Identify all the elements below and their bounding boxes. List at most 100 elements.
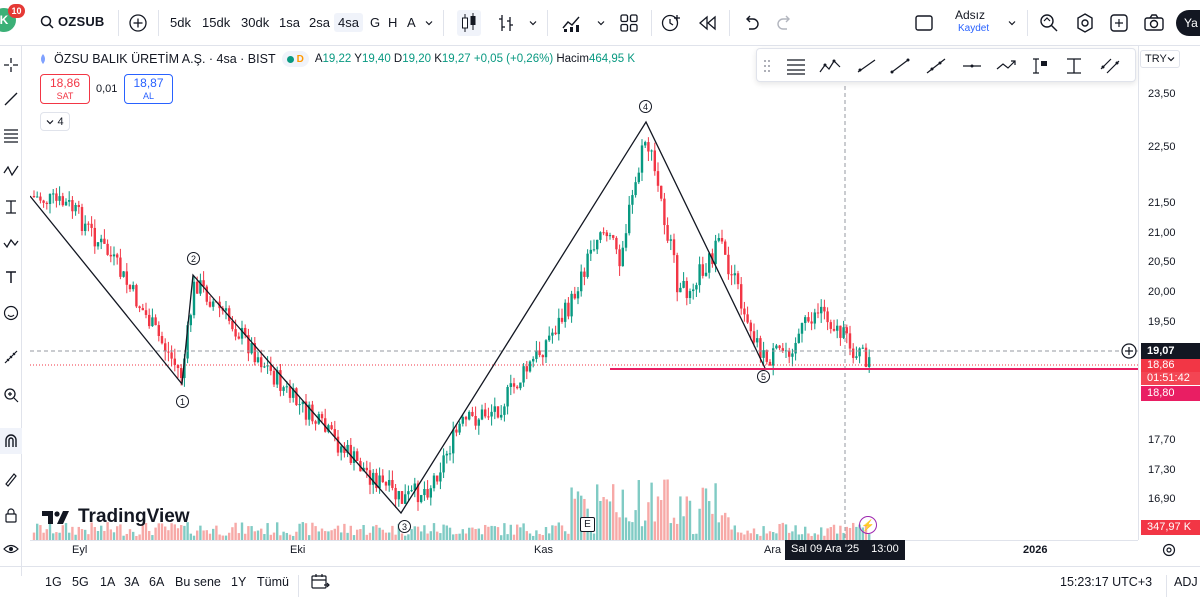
chevron-down-icon[interactable] bbox=[529, 19, 537, 27]
price-chart[interactable] bbox=[30, 46, 1138, 540]
hide-tool[interactable] bbox=[0, 536, 22, 562]
compare-add-icon[interactable] bbox=[128, 13, 148, 33]
search-icon[interactable] bbox=[40, 15, 54, 29]
clock-timezone[interactable]: 15:23:17 UTC+3 bbox=[1060, 575, 1153, 589]
publish-button[interactable]: Ya bbox=[1176, 10, 1200, 36]
volume-bar bbox=[708, 501, 711, 540]
timeframe-a[interactable]: A bbox=[407, 15, 416, 30]
range-3a[interactable]: 3A bbox=[124, 575, 140, 589]
icon-tool[interactable] bbox=[0, 300, 22, 326]
fullscreen-icon[interactable] bbox=[1108, 12, 1130, 34]
candle-body bbox=[420, 495, 423, 503]
wave-label-1[interactable]: 1 bbox=[176, 395, 189, 408]
range-1a[interactable]: 1A bbox=[100, 575, 116, 589]
wave-label-3[interactable]: 3 bbox=[398, 520, 411, 533]
measure-tool[interactable] bbox=[0, 344, 22, 370]
candles-chart-type-icon[interactable] bbox=[457, 10, 481, 36]
chart-legend: ÖZSU BALIK ÜRETİM A.Ş. · 4sa · BIST D A1… bbox=[38, 51, 635, 67]
stay-drawing-tool[interactable] bbox=[0, 466, 22, 492]
candle-body bbox=[858, 348, 861, 357]
drag-handle[interactable] bbox=[761, 53, 773, 79]
fib-tool[interactable] bbox=[0, 122, 22, 148]
gear-icon[interactable] bbox=[1074, 12, 1096, 34]
symbol-search[interactable]: OZSUB bbox=[58, 14, 105, 29]
path-tool-button[interactable] bbox=[993, 53, 1019, 79]
wave-label-2[interactable]: 2 bbox=[187, 252, 200, 265]
price-scale[interactable] bbox=[1138, 46, 1200, 540]
candle-body bbox=[416, 483, 420, 503]
lock-tool[interactable] bbox=[0, 502, 22, 528]
volume-bar bbox=[468, 527, 471, 540]
scale-settings-gear-icon[interactable] bbox=[1161, 542, 1177, 558]
timeframe-15dk[interactable]: 15dk bbox=[202, 15, 231, 30]
volume-bar bbox=[842, 532, 845, 540]
timeframe-4sa[interactable]: 4sa bbox=[334, 13, 363, 32]
event-bolt-icon[interactable]: ⚡ bbox=[859, 516, 877, 534]
add-plus-icon[interactable] bbox=[1121, 343, 1137, 359]
range-1g[interactable]: 1G bbox=[45, 575, 62, 589]
elliott-wave-button[interactable] bbox=[817, 53, 843, 79]
range-6a[interactable]: 6A bbox=[149, 575, 165, 589]
brush-tool[interactable] bbox=[0, 230, 22, 256]
market-status[interactable]: D bbox=[281, 51, 309, 67]
sell-button[interactable]: 18,86 SAT bbox=[40, 74, 90, 104]
line-tool-button[interactable] bbox=[887, 53, 913, 79]
adj-toggle[interactable]: ADJ bbox=[1174, 575, 1198, 589]
layout-name[interactable]: Adsız bbox=[955, 8, 986, 22]
timeframe-2sa[interactable]: 2sa bbox=[309, 15, 330, 30]
range-1y[interactable]: 1Y bbox=[231, 575, 247, 589]
legend-title[interactable]: ÖZSU BALIK ÜRETİM A.Ş. · 4sa · BIST bbox=[54, 52, 276, 66]
timeframe-g[interactable]: G bbox=[370, 15, 381, 30]
replay-icon[interactable] bbox=[697, 14, 717, 32]
projection-tool[interactable] bbox=[0, 194, 22, 220]
timeframe-30dk[interactable]: 30dk bbox=[241, 15, 270, 30]
trendline-tool[interactable] bbox=[0, 86, 22, 112]
range-5g[interactable]: 5G bbox=[72, 575, 89, 589]
candle-body bbox=[237, 336, 240, 339]
magnet-tool[interactable] bbox=[0, 428, 22, 454]
volume-bar bbox=[826, 528, 829, 540]
undo-icon[interactable] bbox=[741, 13, 761, 33]
alert-icon[interactable] bbox=[660, 12, 682, 34]
horizontal-line-button[interactable] bbox=[959, 53, 985, 79]
volume-bar bbox=[362, 524, 365, 540]
zoom-tool[interactable] bbox=[0, 382, 22, 408]
indicators-collapse-button[interactable]: 4 bbox=[40, 112, 70, 131]
ray-tool-button[interactable] bbox=[853, 53, 879, 79]
chevron-down-icon[interactable] bbox=[425, 19, 433, 27]
crosshair-tool[interactable] bbox=[0, 52, 22, 78]
time-scale[interactable] bbox=[30, 540, 1138, 560]
currency-selector[interactable]: TRY bbox=[1140, 50, 1180, 68]
timeframe-h[interactable]: H bbox=[388, 15, 398, 30]
volume-bar bbox=[311, 522, 314, 540]
redo-icon[interactable] bbox=[775, 13, 795, 33]
go-to-date-icon[interactable] bbox=[310, 572, 330, 592]
earnings-event-marker[interactable]: E bbox=[580, 517, 595, 532]
chevron-down-icon[interactable] bbox=[597, 19, 605, 27]
screener-search-icon[interactable] bbox=[1038, 12, 1060, 34]
buy-button[interactable]: 18,87 AL bbox=[124, 74, 173, 104]
extended-line-button[interactable] bbox=[923, 53, 949, 79]
layout-icon[interactable] bbox=[914, 14, 934, 32]
timeframe-1sa[interactable]: 1sa bbox=[279, 15, 300, 30]
wave-label-5[interactable]: 5 bbox=[757, 370, 770, 383]
pattern-tool[interactable] bbox=[0, 158, 22, 184]
indicators-icon[interactable] bbox=[497, 13, 517, 33]
timeframe-5dk[interactable]: 5dk bbox=[170, 15, 191, 30]
price-range-button[interactable] bbox=[1027, 53, 1053, 79]
chevron-down-icon[interactable] bbox=[1008, 19, 1016, 27]
range-all[interactable]: Tümü bbox=[257, 575, 289, 589]
candle-body bbox=[100, 238, 103, 243]
range-ytd[interactable]: Bu sene bbox=[175, 575, 221, 589]
volume-bar bbox=[480, 534, 484, 540]
camera-icon[interactable] bbox=[1143, 12, 1165, 34]
date-price-range-button[interactable] bbox=[1061, 53, 1087, 79]
indicator-fx-icon[interactable] bbox=[561, 12, 583, 34]
text-tool[interactable] bbox=[0, 264, 22, 290]
wave-label-4[interactable]: 4 bbox=[639, 100, 652, 113]
save-button[interactable]: Kaydet bbox=[958, 23, 990, 34]
layout-grid-icon[interactable] bbox=[619, 13, 639, 33]
fib-tool-button[interactable] bbox=[783, 53, 809, 79]
trend-angle-button[interactable] bbox=[1097, 53, 1123, 79]
volume-bar bbox=[496, 527, 500, 540]
